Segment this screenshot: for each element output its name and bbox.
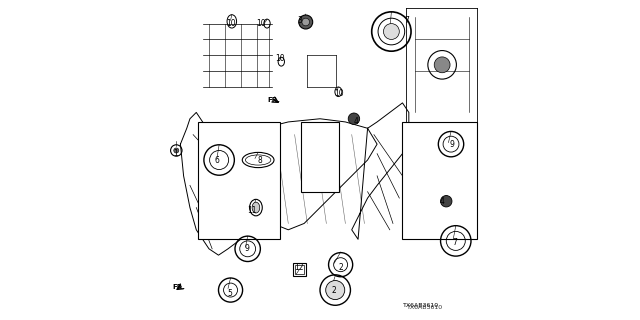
Text: 2: 2 xyxy=(332,285,337,295)
Text: 4: 4 xyxy=(440,197,445,206)
Text: 10: 10 xyxy=(257,19,266,28)
Text: TX6AB3610: TX6AB3610 xyxy=(406,305,443,310)
Bar xyxy=(198,122,280,239)
Text: 1: 1 xyxy=(173,149,178,158)
Text: 9: 9 xyxy=(449,140,454,148)
Text: 2: 2 xyxy=(339,263,343,272)
Text: 10: 10 xyxy=(227,19,236,28)
Circle shape xyxy=(383,24,399,39)
Text: TX6AB3610: TX6AB3610 xyxy=(403,303,440,308)
Text: FR.: FR. xyxy=(172,284,186,290)
Text: 4: 4 xyxy=(354,117,359,126)
Circle shape xyxy=(174,148,179,153)
Text: 10: 10 xyxy=(334,89,344,98)
Bar xyxy=(403,122,477,239)
Circle shape xyxy=(302,18,310,26)
Text: 11: 11 xyxy=(247,206,257,215)
Circle shape xyxy=(348,113,360,124)
Text: FR.: FR. xyxy=(268,97,280,103)
Text: 7: 7 xyxy=(452,238,457,247)
Text: 12: 12 xyxy=(294,263,304,272)
Circle shape xyxy=(440,196,452,207)
Bar xyxy=(293,263,306,276)
Circle shape xyxy=(434,57,450,73)
Text: 7: 7 xyxy=(404,16,410,25)
Text: 6: 6 xyxy=(214,156,220,164)
Text: 3: 3 xyxy=(297,16,302,25)
Text: 8: 8 xyxy=(257,156,262,164)
Ellipse shape xyxy=(252,202,260,213)
Text: 9: 9 xyxy=(244,244,250,253)
Text: 5: 5 xyxy=(227,289,232,298)
Text: 10: 10 xyxy=(276,54,285,63)
Bar xyxy=(295,265,304,274)
Circle shape xyxy=(299,15,313,29)
Bar xyxy=(301,122,339,192)
Circle shape xyxy=(326,281,345,300)
